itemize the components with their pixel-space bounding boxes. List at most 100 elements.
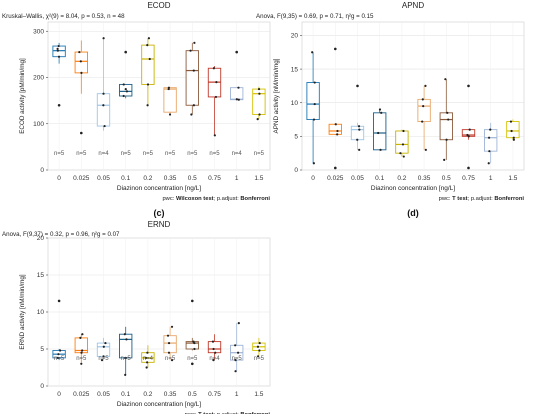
data-point: [314, 81, 316, 83]
box-iqr: [440, 113, 452, 140]
data-point: [313, 162, 315, 164]
data-point: [167, 335, 169, 337]
x-tick-label: 0.1: [375, 175, 384, 182]
test-n-or-effect: n = 48: [107, 13, 125, 20]
x-tick-label: 0.2: [143, 175, 152, 182]
box-iqr: [97, 343, 109, 356]
data-point: [424, 85, 426, 87]
data-point: [214, 352, 216, 354]
footnote-mid: ; p.adjust:: [468, 196, 495, 202]
x-tick-label: 0: [311, 175, 315, 182]
data-point: [313, 118, 315, 120]
data-point: [488, 162, 490, 164]
data-point: [399, 152, 401, 154]
box-iqr: [53, 46, 65, 57]
data-point: [258, 88, 260, 90]
box-iqr: [142, 45, 154, 84]
test-name: Anova,: [256, 13, 277, 20]
box-iqr: [373, 113, 385, 150]
outlier-point: [356, 85, 359, 88]
data-point: [469, 129, 471, 131]
data-point: [422, 105, 424, 107]
footnote: pwc: Wilcoxon test; p.adjust: Bonferroni: [162, 196, 270, 202]
data-point: [311, 51, 313, 53]
data-point: [377, 132, 379, 134]
n-label: n=5: [121, 151, 132, 157]
box-iqr: [97, 94, 109, 126]
data-point: [81, 349, 83, 351]
data-point: [336, 133, 338, 135]
x-axis-label: Diazinon concentration [ng/L]: [371, 185, 455, 192]
data-point: [124, 374, 126, 376]
data-point: [146, 366, 148, 368]
test-stats: Anova, F(9,37) = 0.32, p = 0.96, η²g = 0…: [2, 231, 120, 238]
data-point: [510, 120, 512, 122]
x-tick-label: 0.75: [208, 175, 221, 182]
data-point: [489, 129, 491, 131]
n-label: n=5: [187, 356, 198, 362]
panel-title: APND: [402, 1, 424, 10]
data-point: [238, 99, 240, 101]
data-point: [466, 134, 468, 136]
n-label: n=5: [165, 356, 176, 362]
box-iqr: [307, 83, 319, 120]
data-point: [79, 337, 81, 339]
x-tick-label: 0.35: [164, 391, 177, 398]
box-iqr: [418, 99, 430, 121]
data-point: [126, 90, 128, 92]
data-point: [146, 352, 148, 354]
test-name: Anova,: [2, 231, 23, 238]
panel-label: (d): [407, 208, 419, 218]
data-point: [125, 88, 127, 90]
x-tick-label: 1.5: [508, 175, 517, 182]
data-point: [192, 341, 194, 343]
x-tick-label: 0: [57, 391, 61, 398]
x-tick-label: 1: [235, 175, 239, 182]
y-tick-label: 10: [37, 309, 45, 316]
data-point: [445, 139, 447, 141]
data-point: [403, 155, 405, 157]
panel-d: APND Anova, F(9,35) = 0.69, p = 0.71, η²g…: [256, 1, 524, 218]
box-iqr: [119, 334, 131, 358]
data-point: [193, 69, 195, 71]
x-tick-label: 0.025: [73, 175, 90, 182]
test-p-value: p = 0.71,: [319, 13, 345, 20]
y-tick-label: 0: [40, 383, 44, 390]
data-point: [102, 93, 104, 95]
data-point: [335, 123, 337, 125]
box-iqr: [351, 126, 363, 139]
x-axis-label: Diazinon concentration [ng/L]: [117, 185, 201, 192]
data-point: [422, 98, 424, 100]
data-point: [148, 37, 150, 39]
data-point: [212, 341, 214, 343]
data-point: [425, 149, 427, 151]
test-stats: Anova, F(9,35) = 0.69, p = 0.71, η²g = 0…: [256, 13, 374, 20]
box-0.5: [186, 42, 198, 116]
n-label: n=5: [76, 151, 87, 157]
x-tick-label: 0.5: [188, 175, 197, 182]
data-point: [356, 139, 358, 141]
panel-title: ECOD: [147, 1, 170, 10]
n-label: n=5: [209, 151, 220, 157]
data-point: [190, 113, 192, 115]
box-iqr: [484, 130, 496, 152]
data-point: [80, 363, 82, 365]
data-point: [234, 344, 236, 346]
data-point: [171, 326, 173, 328]
x-tick-label: 0.35: [418, 175, 431, 182]
data-point: [58, 45, 60, 47]
data-point: [443, 159, 445, 161]
x-tick-label: 1.5: [254, 175, 263, 182]
n-label: n=4: [232, 151, 243, 157]
data-point: [189, 50, 191, 52]
data-point: [147, 83, 149, 85]
footnote-mid: ; p.adjust:: [214, 196, 241, 202]
n-label: n=5: [187, 151, 198, 157]
x-tick-label: 0.1: [121, 175, 130, 182]
data-point: [168, 352, 170, 354]
data-point: [215, 81, 217, 83]
n-label: n=4: [143, 356, 154, 362]
data-point: [103, 125, 105, 127]
test-p-value: p = 0.96,: [65, 231, 91, 238]
data-point: [56, 48, 58, 50]
